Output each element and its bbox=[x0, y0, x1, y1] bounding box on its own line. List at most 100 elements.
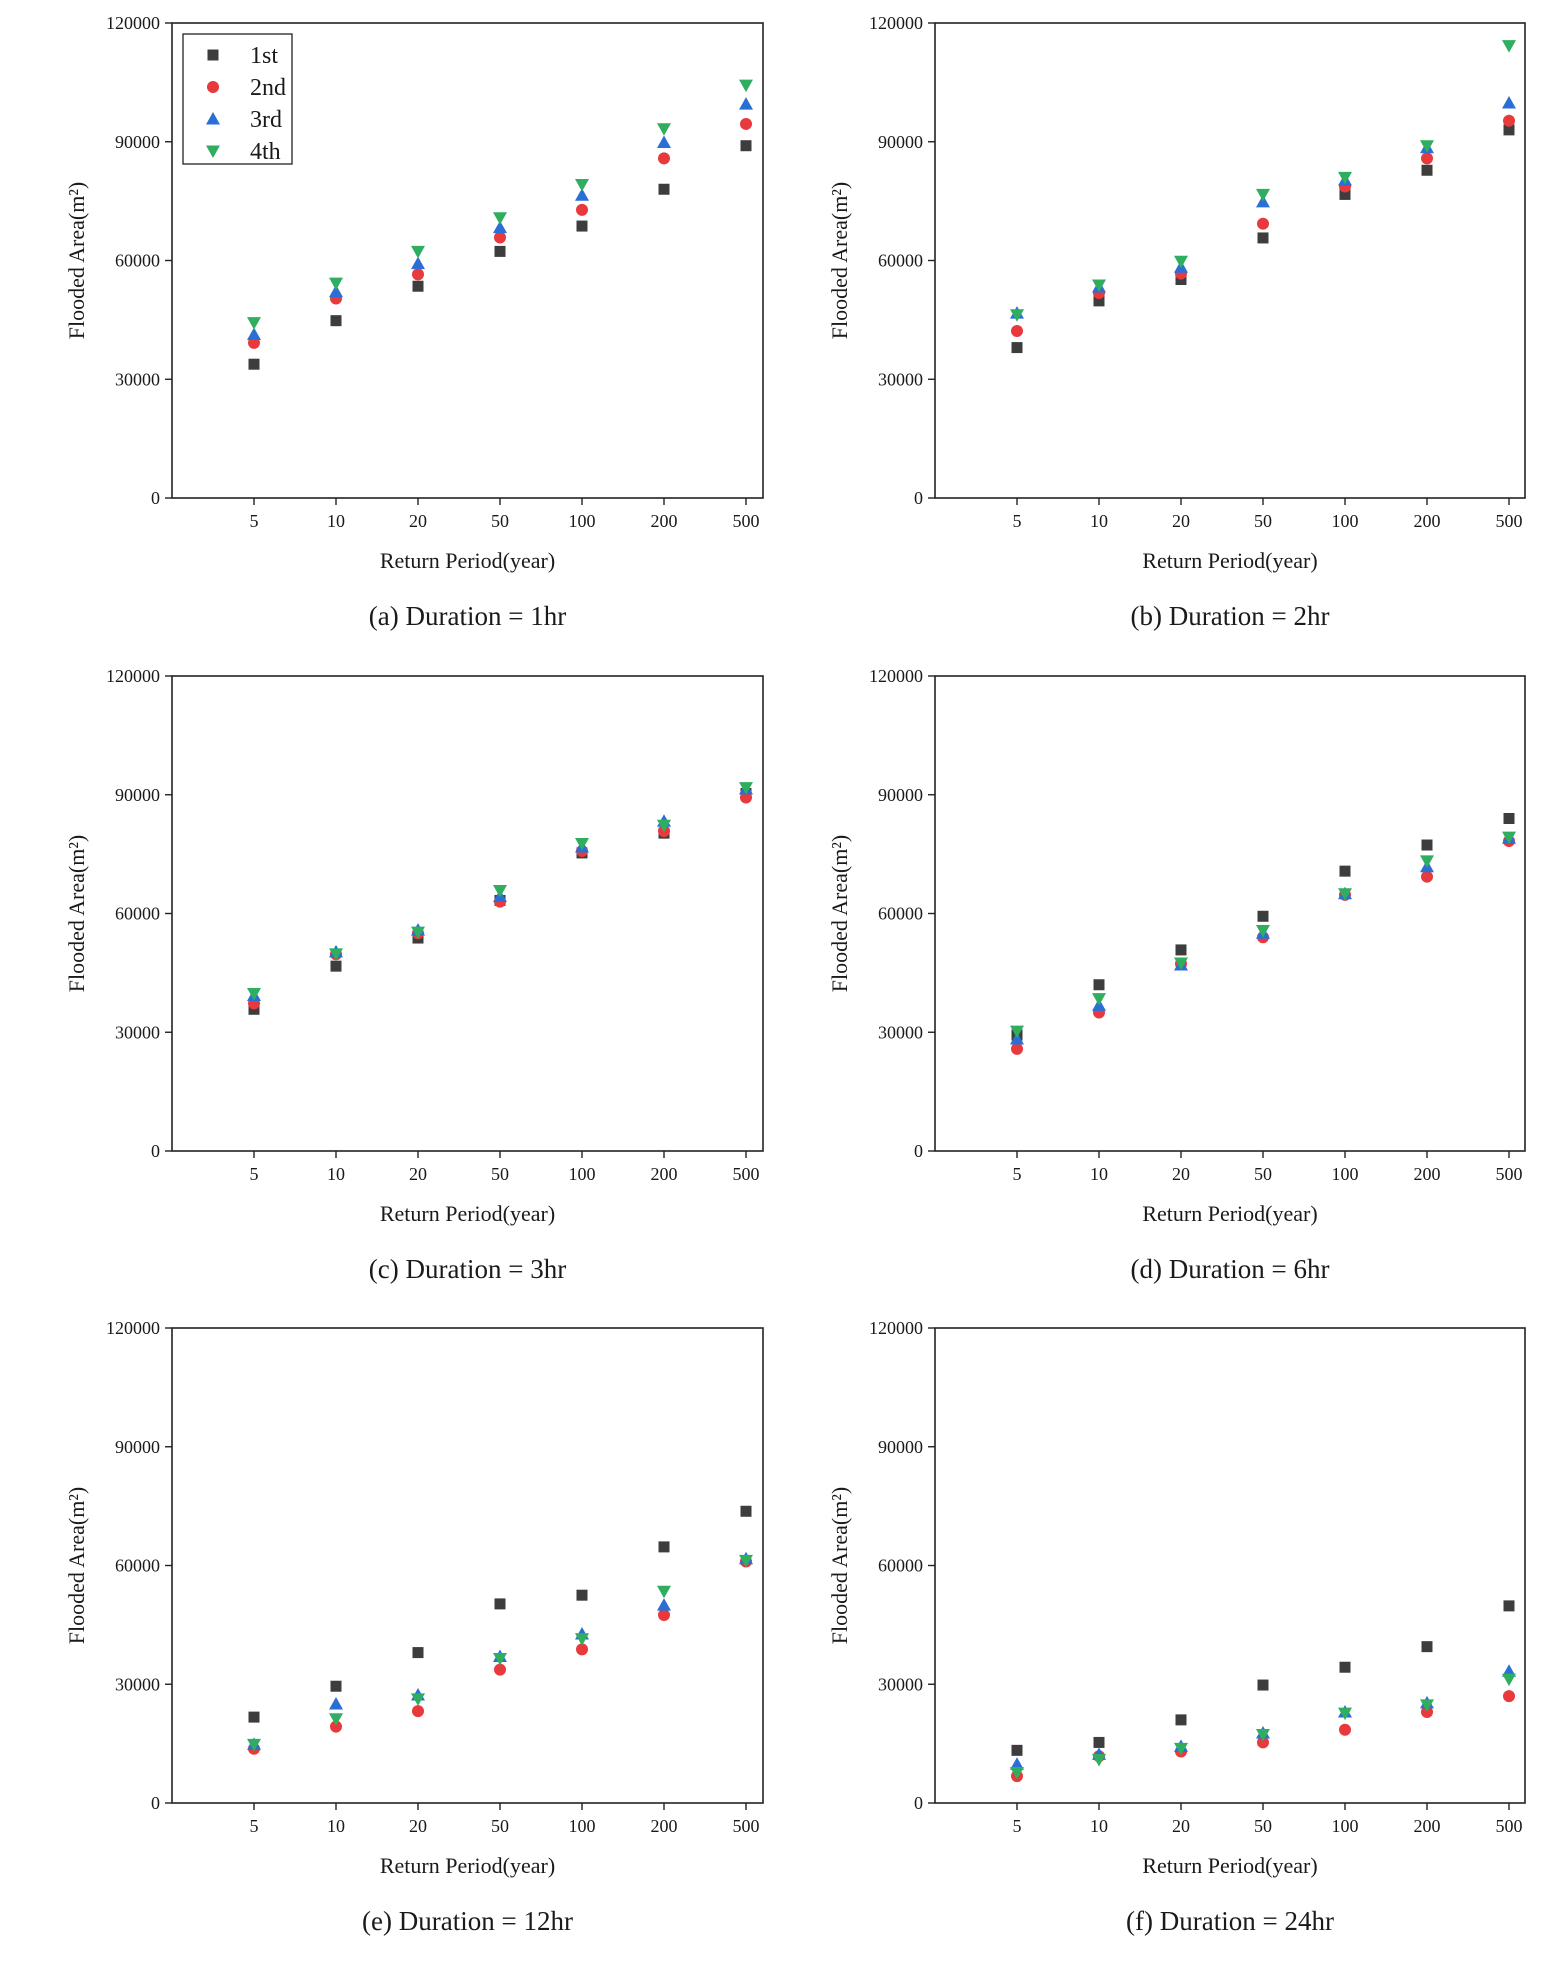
x-tick-label: 200 bbox=[1414, 1816, 1441, 1836]
y-tick-label: 120000 bbox=[869, 666, 923, 686]
x-tick-label: 200 bbox=[651, 1164, 678, 1184]
point-b-4th-20 bbox=[1174, 255, 1188, 269]
x-tick-label: 5 bbox=[1013, 1816, 1022, 1836]
y-tick-label: 60000 bbox=[878, 251, 923, 271]
x-tick-label: 5 bbox=[250, 511, 259, 531]
y-tick-label: 120000 bbox=[106, 13, 160, 33]
point-d-4th-500 bbox=[1502, 831, 1516, 845]
x-tick-label: 50 bbox=[491, 1816, 509, 1836]
x-tick-label: 100 bbox=[569, 1816, 596, 1836]
point-f-1st-20 bbox=[1175, 1714, 1187, 1726]
x-tick-label: 500 bbox=[1496, 511, 1523, 531]
y-tick-label: 0 bbox=[914, 1141, 923, 1161]
x-axis-title: Return Period(year) bbox=[380, 1853, 555, 1878]
point-d-4th-20 bbox=[1174, 957, 1188, 970]
point-b-2nd-500 bbox=[1503, 114, 1515, 127]
y-tick-label: 90000 bbox=[115, 132, 160, 152]
point-a-4th-50 bbox=[493, 212, 507, 225]
point-f-2nd-100 bbox=[1339, 1723, 1351, 1736]
point-d-2nd-200 bbox=[1421, 870, 1433, 883]
point-e-4th-50 bbox=[493, 1653, 507, 1666]
y-tick-label: 0 bbox=[151, 1141, 160, 1161]
point-e-1st-100 bbox=[576, 1589, 588, 1601]
panel-d: 0 30000 60000 90000 120000 5 10 20 50 100 200 500 Re… bbox=[827, 666, 1526, 1284]
point-a-1st-500 bbox=[740, 140, 752, 152]
point-e-1st-5 bbox=[248, 1711, 260, 1723]
point-b-3rd-500 bbox=[1502, 95, 1516, 109]
x-tick-label: 20 bbox=[1172, 511, 1190, 531]
point-c-4th-200 bbox=[657, 819, 671, 833]
y-axis-title: Flooded Area(m²) bbox=[827, 835, 852, 993]
point-a-3rd-500 bbox=[739, 97, 753, 110]
point-b-1st-100 bbox=[1339, 188, 1351, 200]
y-tick-label: 0 bbox=[914, 488, 923, 508]
x-axis-title: Return Period(year) bbox=[380, 548, 555, 573]
point-a-3rd-20 bbox=[411, 256, 425, 270]
legend-marker-4th bbox=[206, 145, 220, 158]
y-tick-label: 90000 bbox=[878, 785, 923, 805]
point-a-2nd-50 bbox=[494, 231, 506, 244]
point-e-4th-100 bbox=[575, 1633, 589, 1646]
point-b-4th-10 bbox=[1092, 279, 1106, 293]
point-a-3rd-5 bbox=[247, 327, 261, 341]
x-tick-label: 50 bbox=[1254, 1816, 1272, 1836]
y-axis-title: Flooded Area(m²) bbox=[64, 835, 89, 993]
x-tick-label: 50 bbox=[491, 1164, 509, 1184]
legend-label-3rd: 3rd bbox=[250, 107, 282, 133]
point-a-1st-5 bbox=[248, 358, 260, 370]
point-f-4th-10 bbox=[1092, 1753, 1106, 1767]
point-a-1st-50 bbox=[494, 245, 506, 257]
panel-b: 0 30000 60000 90000 120000 5 10 20 50 100 200 500 Re… bbox=[827, 13, 1526, 631]
point-f-1st-50 bbox=[1257, 1679, 1269, 1691]
point-b-1st-50 bbox=[1257, 232, 1269, 244]
point-a-4th-10 bbox=[329, 277, 343, 291]
point-e-2nd-20 bbox=[412, 1705, 424, 1718]
x-axis-title: Return Period(year) bbox=[1142, 548, 1317, 573]
point-f-4th-100 bbox=[1338, 1707, 1352, 1721]
x-tick-label: 50 bbox=[1254, 1164, 1272, 1184]
point-d-4th-10 bbox=[1092, 993, 1106, 1006]
x-tick-label: 5 bbox=[250, 1164, 259, 1184]
point-d-1st-200 bbox=[1421, 839, 1433, 851]
point-a-2nd-500 bbox=[740, 117, 752, 130]
point-c-2nd-500 bbox=[740, 791, 752, 804]
x-tick-label: 50 bbox=[1254, 511, 1272, 531]
point-a-1st-20 bbox=[412, 280, 424, 292]
plot-frame bbox=[171, 675, 764, 1152]
panel-caption: (f) Duration = 24hr bbox=[1126, 1906, 1334, 1936]
point-d-1st-50 bbox=[1257, 910, 1269, 922]
y-tick-label: 90000 bbox=[878, 1437, 923, 1457]
plot-frame bbox=[934, 675, 1526, 1152]
panel-e: 0 30000 60000 90000 120000 5 10 20 50 100 200 500 Re… bbox=[64, 1318, 764, 1936]
y-tick-label: 90000 bbox=[115, 1437, 160, 1457]
point-b-1st-200 bbox=[1421, 164, 1433, 176]
legend-label-1st: 1st bbox=[250, 43, 278, 69]
point-a-3rd-100 bbox=[575, 188, 589, 201]
point-b-4th-50 bbox=[1256, 188, 1270, 202]
point-b-4th-500 bbox=[1502, 40, 1516, 53]
y-tick-label: 120000 bbox=[869, 13, 923, 33]
point-e-1st-20 bbox=[412, 1647, 424, 1659]
point-d-4th-5 bbox=[1010, 1025, 1024, 1039]
point-a-1st-100 bbox=[576, 220, 588, 232]
point-e-4th-20 bbox=[411, 1693, 425, 1706]
point-c-4th-5 bbox=[247, 987, 261, 1001]
point-e-2nd-100 bbox=[576, 1643, 588, 1656]
y-axis-title: Flooded Area(m²) bbox=[64, 182, 89, 340]
point-a-2nd-200 bbox=[658, 152, 670, 165]
plot-frame bbox=[934, 22, 1526, 499]
point-f-4th-5 bbox=[1010, 1767, 1024, 1780]
panel-caption: (c) Duration = 3hr bbox=[369, 1254, 566, 1284]
point-f-1st-100 bbox=[1339, 1661, 1351, 1673]
point-a-2nd-100 bbox=[576, 203, 588, 216]
x-tick-label: 100 bbox=[569, 511, 596, 531]
legend-label-2nd: 2nd bbox=[250, 75, 286, 101]
panel-f: 0 30000 60000 90000 120000 5 10 20 50 100 200 500 Re… bbox=[827, 1318, 1526, 1936]
x-tick-label: 100 bbox=[569, 1164, 596, 1184]
point-e-3rd-200 bbox=[657, 1598, 671, 1611]
x-tick-label: 20 bbox=[1172, 1164, 1190, 1184]
x-tick-label: 10 bbox=[327, 511, 345, 531]
y-tick-label: 0 bbox=[914, 1793, 923, 1813]
x-tick-label: 10 bbox=[327, 1164, 345, 1184]
